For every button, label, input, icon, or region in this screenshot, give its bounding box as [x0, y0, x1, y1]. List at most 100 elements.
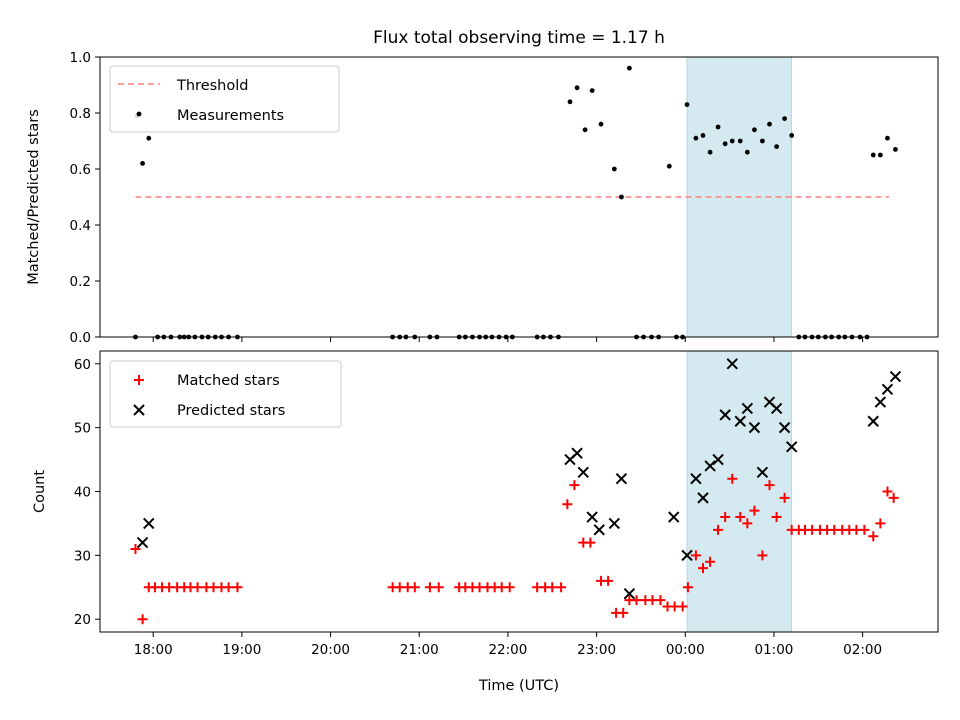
- measurement-point: [789, 133, 795, 138]
- predicted-star-point: [608, 517, 621, 530]
- measurement-point: [684, 102, 690, 107]
- matched-star-point: [223, 582, 234, 593]
- x-tick-label: 23:00: [577, 642, 616, 658]
- predicted-stars-series: [136, 358, 902, 600]
- matched-star-point: [618, 607, 629, 618]
- measurement-point: [619, 194, 624, 200]
- matched-star-point: [682, 582, 693, 593]
- matched-star-point: [875, 518, 886, 529]
- matched-star-point: [882, 486, 893, 497]
- matched-star-point: [631, 595, 642, 606]
- matched-star-point: [698, 563, 709, 574]
- measurement-point: [752, 127, 757, 133]
- predicted-star-point: [889, 370, 902, 383]
- measurement-point: [567, 99, 573, 105]
- measurement-point: [611, 166, 617, 172]
- measurement-point: [574, 85, 580, 91]
- predicted-star-point: [143, 517, 155, 530]
- bottom-panel: 20 30 40 50 60 18:00 19:00 20:00 21:00 22:00 23:0…: [32, 350, 939, 694]
- measurement-point: [760, 138, 765, 144]
- matched-star-point: [547, 582, 558, 593]
- predicted-star-point: [571, 447, 583, 459]
- measurement-point: [885, 135, 890, 141]
- x-tick-label: 19:00: [222, 642, 261, 658]
- measurement-point: [582, 127, 588, 133]
- predicted-star-point: [615, 473, 628, 485]
- measurement-point: [737, 138, 743, 144]
- measurement-point: [693, 135, 699, 141]
- matched-star-point: [137, 614, 148, 625]
- measurement-point: [140, 161, 145, 166]
- measurement-point: [146, 135, 152, 141]
- measurement-point: [700, 133, 706, 138]
- matched-star-point: [888, 492, 899, 503]
- matched-star-point: [556, 582, 567, 593]
- matched-star-point: [764, 480, 775, 491]
- matched-star-point: [735, 512, 746, 523]
- predicted-star-point: [748, 421, 761, 434]
- predicted-star-point: [577, 466, 589, 479]
- x-tick-label: 00:00: [666, 642, 705, 658]
- matched-star-point: [771, 512, 782, 523]
- predicted-star-point: [881, 383, 894, 396]
- legend-matched-label: Matched stars: [177, 373, 280, 389]
- matched-star-point: [868, 531, 879, 542]
- predicted-star-point: [586, 511, 598, 523]
- legend-measurements-label: Measurements: [177, 108, 284, 124]
- matched-star-point: [705, 556, 716, 567]
- x-tick-label: 21:00: [400, 642, 439, 658]
- top-x-ticks: [152, 337, 864, 342]
- measurement-point: [722, 141, 728, 147]
- measurement-point: [589, 88, 595, 93]
- predicted-star-point: [623, 587, 636, 600]
- predicted-star-point: [136, 536, 149, 549]
- measurement-point: [707, 149, 713, 155]
- predicted-star-point: [704, 460, 716, 472]
- top-y-tick-label: 0.4: [70, 218, 91, 234]
- top-legend-box: [109, 65, 340, 133]
- matched-star-point: [720, 512, 731, 523]
- matched-star-point: [569, 480, 580, 491]
- top-y-tick-label: 0.8: [70, 106, 91, 122]
- predicted-star-point: [697, 492, 709, 504]
- measurement-point: [729, 138, 735, 144]
- legend-matched-swatch: [134, 375, 144, 385]
- bottom-x-ticks: 18:00 19:00 20:00 21:00 22:00 23:00 00:00 01:00…: [134, 632, 882, 658]
- bottom-y-tick-label: 30: [74, 548, 91, 564]
- matched-star-point: [232, 582, 243, 593]
- x-tick-label: 01:00: [754, 642, 793, 658]
- bottom-y-ticks: 20 30 40 50 60: [74, 357, 100, 628]
- matched-star-point: [859, 524, 870, 535]
- matched-star-point: [504, 582, 515, 593]
- highlight-span-rect: [686, 350, 793, 633]
- x-tick-label: 20:00: [311, 642, 350, 658]
- measurement-point: [893, 147, 898, 152]
- predicted-star-point: [690, 473, 702, 485]
- predicted-star-point: [734, 415, 746, 427]
- bottom-y-tick-label: 50: [74, 421, 91, 437]
- matched-star-point: [433, 582, 444, 593]
- matched-star-point: [130, 543, 141, 554]
- legend-x-marker: [133, 404, 145, 416]
- matched-star-point: [677, 601, 688, 612]
- top-legend: Threshold Measurements: [109, 65, 340, 133]
- predicted-star-point: [756, 466, 769, 479]
- top-y-tick-label: 0.0: [70, 330, 91, 346]
- predicted-star-point: [668, 511, 680, 523]
- matched-star-point: [585, 537, 596, 548]
- legend-threshold-label: Threshold: [176, 78, 248, 94]
- matched-star-point: [192, 582, 203, 593]
- predicted-star-point: [712, 453, 724, 466]
- bottom-y-axis-label: Count: [32, 470, 48, 513]
- matched-star-point: [655, 595, 666, 606]
- matched-star-point: [713, 524, 724, 535]
- measurement-point: [715, 124, 721, 130]
- bottom-highlight-span: [686, 350, 793, 633]
- legend-predicted-label: Predicted stars: [177, 403, 285, 419]
- predicted-star-point: [874, 396, 887, 408]
- top-panel: 0.0 0.2 0.4 0.6 0.8 1.0 Matched/Predicted sta…: [26, 50, 939, 346]
- matched-star-point: [690, 550, 701, 561]
- matched-star-point: [749, 505, 760, 516]
- predicted-star-point: [770, 402, 783, 415]
